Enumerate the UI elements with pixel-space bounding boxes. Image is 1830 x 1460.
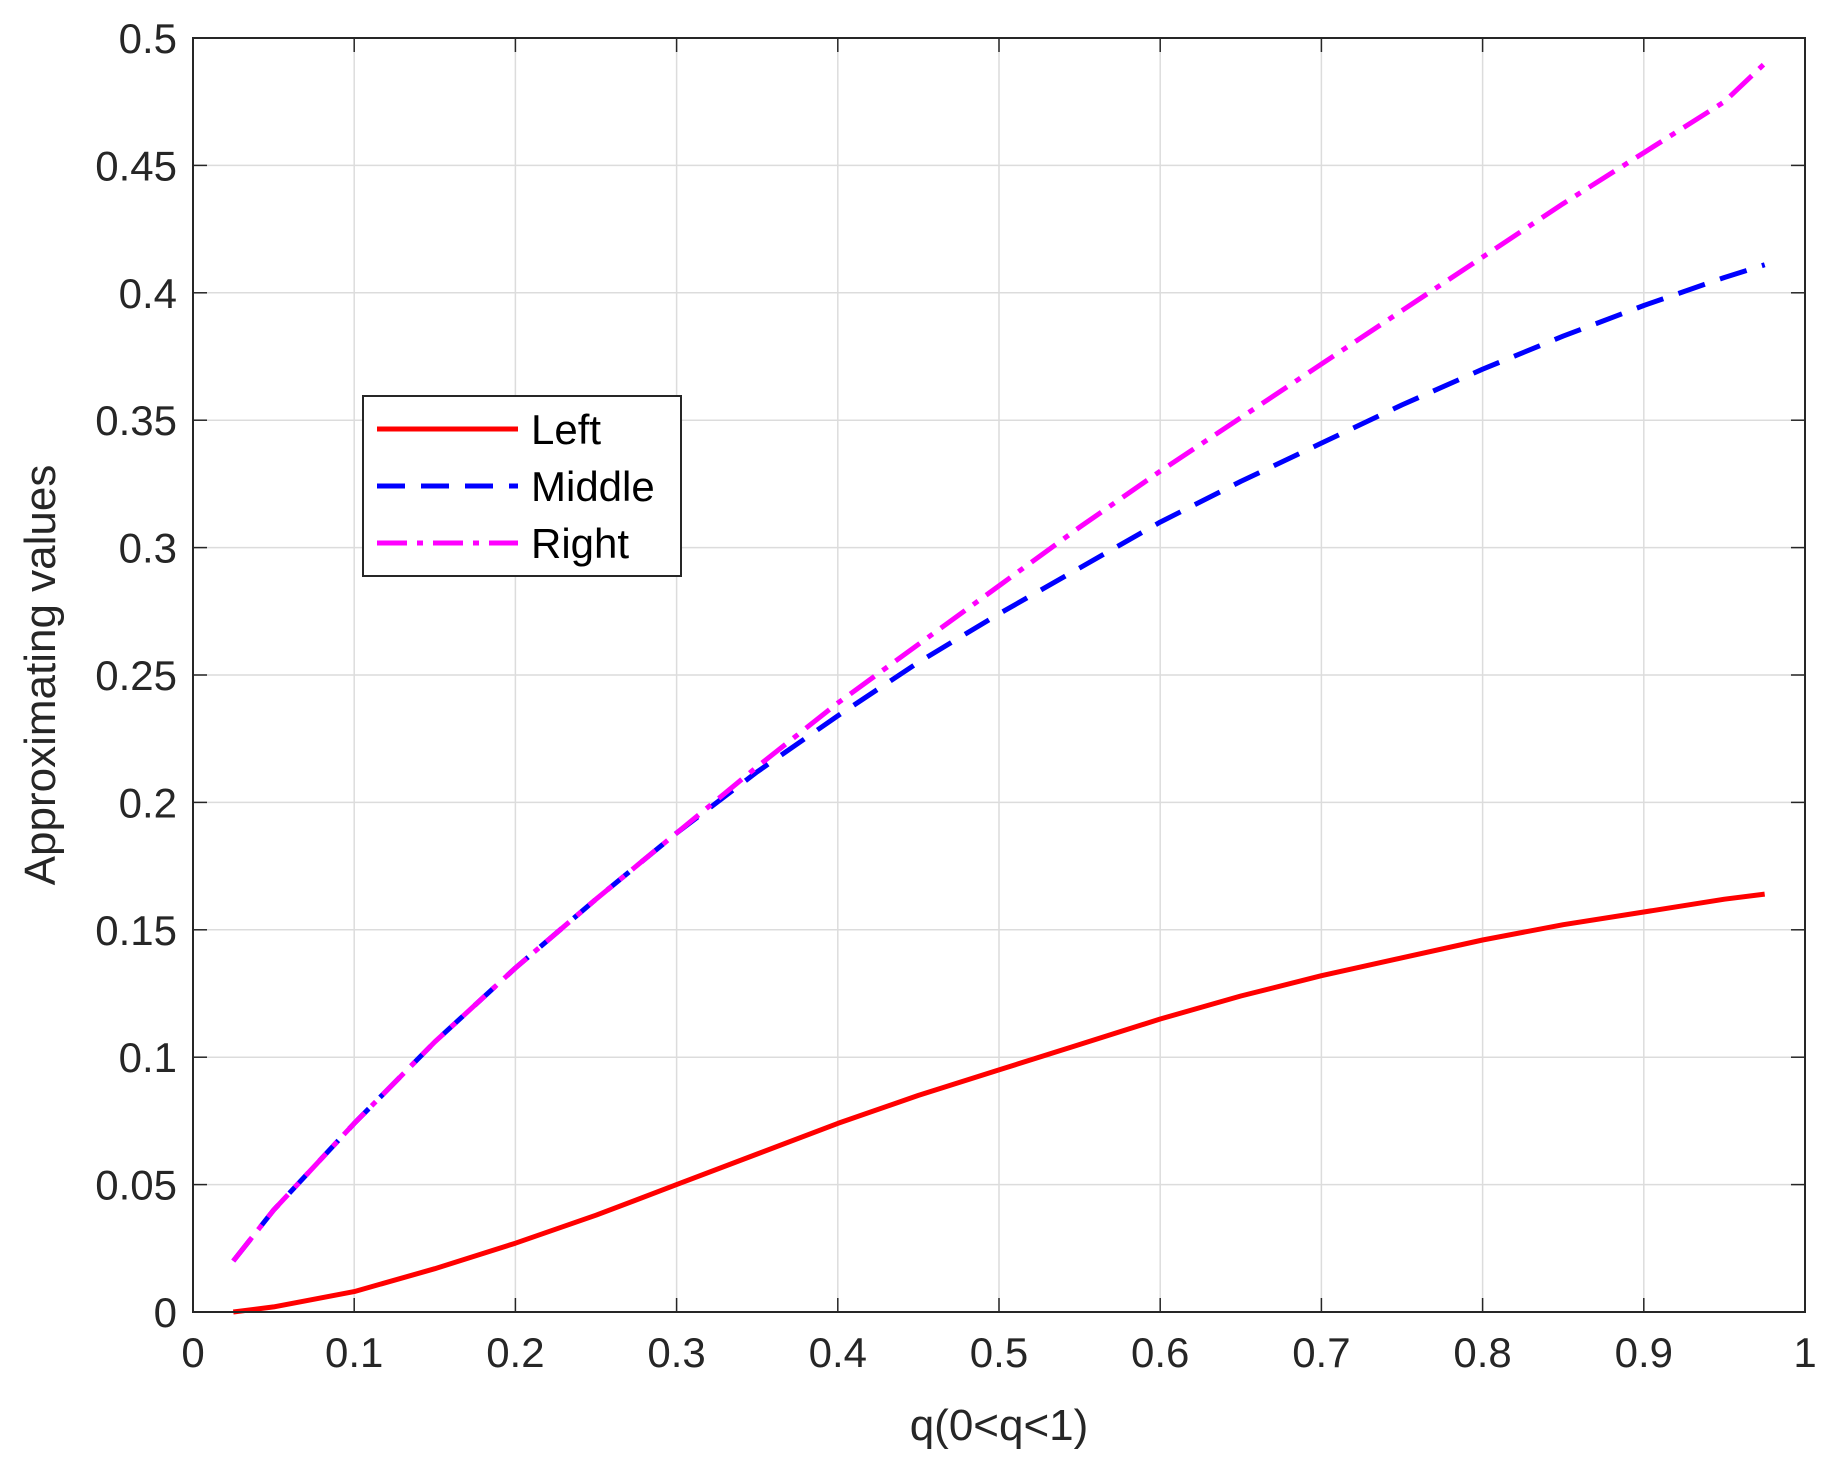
y-tick-label: 0.4 (119, 270, 177, 317)
x-tick-label: 0.8 (1453, 1329, 1511, 1376)
y-tick-label: 0.05 (95, 1162, 177, 1209)
tick-labels: 0 0.1 0.2 0.3 0.4 0.5 0.6 0.7 0.8 0.9 1 0 0.05 0.1 0.1… (95, 15, 1816, 1376)
x-tick-label: 0.2 (486, 1329, 544, 1376)
y-tick-label: 0 (154, 1289, 177, 1336)
x-tick-label: 0.6 (1131, 1329, 1189, 1376)
x-tick-label: 0.3 (647, 1329, 705, 1376)
y-tick-label: 0.2 (119, 779, 177, 826)
legend-label-left: Left (531, 406, 601, 453)
legend-label-middle: Middle (531, 463, 655, 510)
y-tick-label: 0.35 (95, 397, 177, 444)
series-line-right (231, 61, 1767, 1263)
legend-label-right: Right (531, 520, 629, 567)
series-group (231, 61, 1767, 1315)
legend: Left Middle Right (362, 395, 682, 577)
y-tick-label: 0.1 (119, 1034, 177, 1081)
legend-box (362, 395, 682, 577)
x-tick-label: 0.4 (809, 1329, 867, 1376)
y-tick-label: 0.3 (119, 525, 177, 572)
series-line-middle (231, 262, 1766, 1263)
x-tick-label: 0.7 (1292, 1329, 1350, 1376)
y-axis-label: Approximating values (16, 465, 65, 886)
x-tick-label: 0.5 (970, 1329, 1028, 1376)
y-tick-label: 0.15 (95, 907, 177, 954)
axes-box (192, 37, 1806, 1313)
y-tick-label: 0.45 (95, 142, 177, 189)
axes-frame (192, 37, 1806, 1313)
x-tick-label: 0.9 (1615, 1329, 1673, 1376)
x-tick-label: 1 (1793, 1329, 1816, 1376)
x-tick-label: 0.1 (325, 1329, 383, 1376)
x-tick-label: 0 (181, 1329, 204, 1376)
y-tick-label: 0.5 (119, 15, 177, 62)
y-tick-label: 0.25 (95, 652, 177, 699)
series-line-left (232, 891, 1766, 1315)
x-axis-label: q(0<q<1) (910, 1401, 1089, 1450)
